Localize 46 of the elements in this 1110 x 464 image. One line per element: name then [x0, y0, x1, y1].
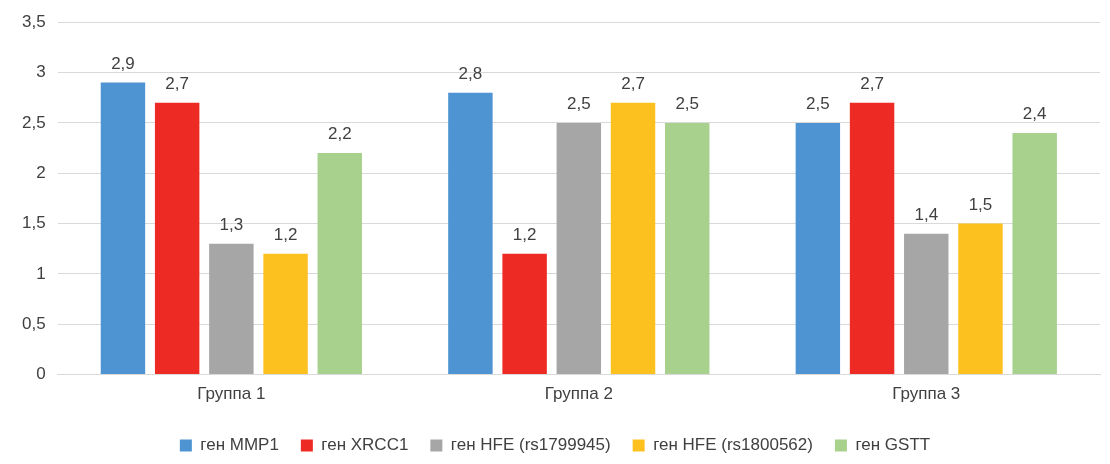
data-label: 1,4 — [914, 204, 939, 224]
bar — [1012, 132, 1057, 375]
bar — [849, 102, 895, 375]
data-label: 2,2 — [327, 124, 352, 144]
data-label: 1,2 — [273, 224, 298, 244]
data-label: 1,3 — [219, 214, 244, 234]
y-tick-label: 2,5 — [21, 112, 46, 132]
legend-label: ген HFE (rs1800562) — [653, 435, 813, 455]
bar — [610, 102, 656, 375]
data-label: 2,7 — [165, 73, 189, 93]
y-tick-label: 0,5 — [21, 313, 46, 333]
bar — [904, 233, 949, 375]
bar — [209, 243, 254, 375]
legend-label: ген XRCC1 — [321, 435, 409, 455]
bar — [100, 82, 146, 375]
data-label: 2,5 — [806, 94, 830, 114]
bar — [556, 122, 602, 375]
y-tick-label: 3,5 — [21, 11, 46, 31]
data-label: 1,2 — [512, 224, 537, 244]
data-label: 2,5 — [567, 94, 591, 114]
data-label: 2,8 — [458, 63, 483, 83]
data-label: 2,7 — [621, 73, 645, 93]
y-tick-label: 3 — [36, 62, 46, 82]
bar — [263, 253, 308, 375]
legend-label: ген HFE (rs1799945) — [450, 435, 611, 455]
data-label: 2,7 — [860, 73, 884, 93]
y-tick-label: 1 — [36, 263, 46, 283]
data-label: 2,9 — [111, 53, 135, 73]
legend-label: ген GSTT — [855, 435, 931, 455]
y-tick-label: 0 — [36, 364, 46, 384]
bar — [502, 253, 547, 375]
y-tick-label: 1,5 — [21, 213, 46, 233]
legend-label: ген MMP1 — [200, 435, 279, 455]
data-label: 2,4 — [1022, 104, 1047, 124]
bar — [317, 153, 362, 375]
y-tick-label: 2 — [36, 162, 46, 182]
bar — [795, 122, 841, 375]
x-tick-label: Группа 1 — [197, 384, 266, 404]
bar — [154, 102, 200, 375]
data-label: 1,5 — [968, 194, 993, 214]
data-label: 2,5 — [675, 94, 700, 114]
x-tick-label: Группа 2 — [544, 384, 613, 404]
bar — [665, 122, 710, 375]
bar — [448, 92, 493, 375]
bar — [958, 223, 1003, 375]
x-tick-label: Группа 3 — [892, 384, 961, 404]
